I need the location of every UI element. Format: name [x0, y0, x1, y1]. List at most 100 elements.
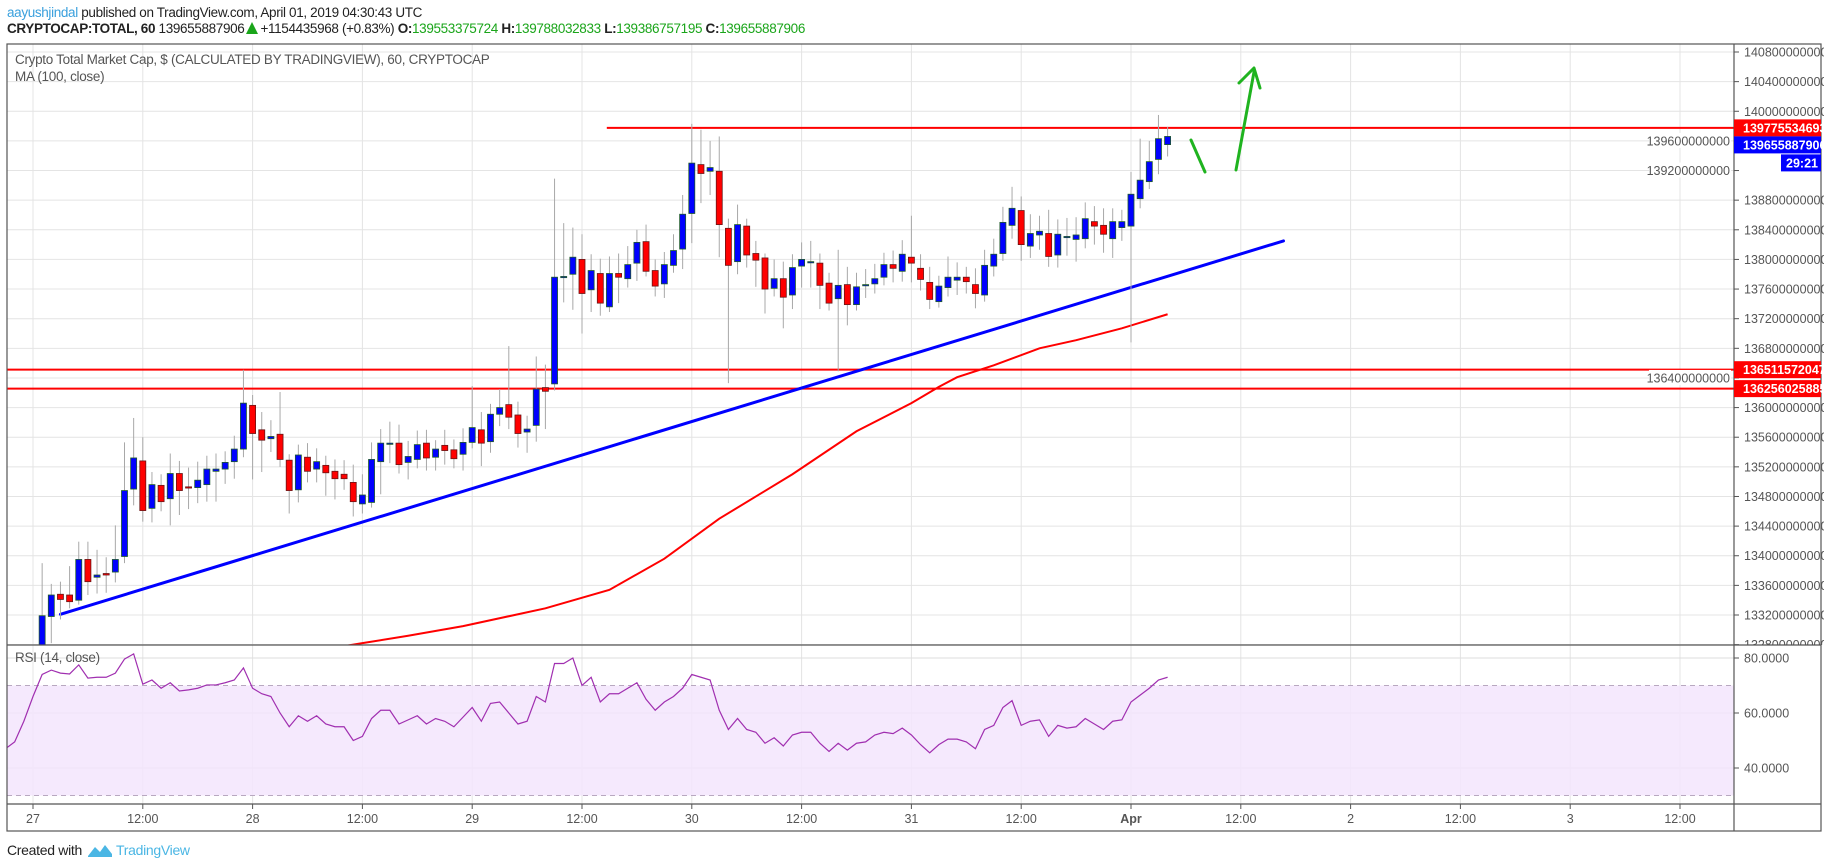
candle [1118, 209, 1126, 241]
candle-body [404, 456, 412, 463]
candle-body [505, 404, 513, 418]
candle [642, 224, 650, 277]
rsi-legend[interactable]: RSI (14, close) [15, 650, 100, 665]
time-axis[interactable]: 27 12:00 28 12:00 29 12:00 30 12:00 31 12:00 Apr 12… [26, 804, 1696, 826]
candle-body [560, 276, 568, 279]
level-price-tag [1734, 119, 1821, 137]
candle [1091, 206, 1098, 245]
candle-body [569, 256, 577, 275]
candle-body [542, 387, 549, 392]
candle [1164, 126, 1171, 157]
last-price-tag [1734, 136, 1821, 154]
candle-body [697, 164, 705, 174]
candle-body [1091, 221, 1098, 227]
candle-body [47, 594, 55, 617]
candle [670, 234, 677, 273]
price-axis-label: 134000000000 [1744, 549, 1827, 563]
candle [185, 467, 192, 510]
candle [468, 386, 476, 449]
candle-body [322, 464, 330, 474]
candle-body [551, 276, 558, 385]
candle-body [111, 559, 119, 573]
candle [853, 272, 860, 311]
price-axis-label: 134800000000 [1744, 490, 1827, 504]
price-axis-label: 133200000000 [1744, 609, 1827, 623]
candle-body [377, 442, 385, 463]
candle-body [166, 473, 174, 500]
candle [972, 268, 979, 309]
ma-100-line [344, 313, 1168, 645]
candle-body [853, 286, 860, 306]
candle-body [221, 462, 229, 470]
candle [1155, 114, 1162, 175]
time-axis-label: 12:00 [1006, 812, 1037, 826]
candle-body [752, 253, 760, 261]
candle [1072, 217, 1080, 262]
candle-body [523, 428, 531, 433]
author-link[interactable]: aayushjindal [7, 5, 78, 20]
time-axis-label: 31 [904, 812, 918, 826]
candle-body [743, 225, 751, 256]
candle-body [57, 593, 64, 600]
high-value: 139788032833 [514, 21, 601, 36]
chart-title[interactable]: Crypto Total Market Cap, $ (CALCULATED B… [15, 52, 490, 67]
candle [175, 460, 183, 515]
candle-body [285, 459, 293, 491]
price-axis-label: 137600000000 [1744, 283, 1827, 297]
candle [752, 240, 760, 287]
price-pane[interactable] [7, 44, 1734, 645]
candle-body [1109, 221, 1117, 240]
candle [212, 453, 220, 502]
close-value: 139655887906 [719, 21, 805, 36]
price-axis-label: 138800000000 [1744, 194, 1827, 208]
candle [102, 557, 110, 593]
price-tag-label: 136256025885 [1743, 382, 1826, 396]
candle [84, 541, 92, 596]
candle [679, 194, 687, 270]
candle [157, 474, 165, 512]
candle-body [1026, 233, 1034, 247]
candle-body [999, 221, 1007, 254]
price-tag-label: 139775534693 [1743, 121, 1826, 135]
candle [1136, 138, 1144, 209]
rsi-axis[interactable]: 80.0000 60.0000 40.0000 [1734, 652, 1789, 776]
candle [395, 424, 403, 474]
candle-body [368, 459, 375, 503]
candle-body [1063, 236, 1071, 239]
candle-body [990, 253, 998, 267]
time-axis-label: 3 [1567, 812, 1574, 826]
countdown-label: 29:21 [1786, 156, 1818, 170]
candle-body [194, 479, 202, 488]
candle-body [340, 473, 348, 480]
candle [615, 253, 622, 304]
rsi-series [7, 652, 1168, 754]
candle [66, 566, 73, 609]
candle [57, 581, 64, 620]
candle-body [917, 267, 924, 280]
candle-body [642, 241, 650, 272]
candle [697, 129, 705, 204]
candle-body [651, 270, 659, 287]
ma-legend[interactable]: MA (100, close) [15, 69, 105, 84]
candle [38, 563, 46, 645]
candle [825, 272, 833, 311]
candle-body [770, 278, 778, 289]
candle-body [981, 264, 988, 296]
price-axis-label: 135200000000 [1744, 460, 1827, 474]
candle [871, 263, 879, 294]
candle-body [898, 253, 906, 272]
candle [368, 442, 375, 508]
candle [926, 266, 934, 310]
price-axis[interactable]: 140800000000 140400000000 140000000000 1388… [1734, 46, 1827, 653]
candle-body [944, 276, 952, 288]
candle [917, 254, 924, 291]
time-axis-label: 12:00 [786, 812, 817, 826]
tradingview-link[interactable]: TradingView [116, 842, 190, 858]
candle [221, 451, 229, 484]
price-axis-label: 139200000000 [1647, 164, 1730, 178]
displaced-price-labels: 139600000000 139200000000 136400000000 [1647, 132, 1731, 385]
candle [505, 346, 513, 430]
candle [935, 275, 943, 308]
candle-body [624, 264, 632, 280]
